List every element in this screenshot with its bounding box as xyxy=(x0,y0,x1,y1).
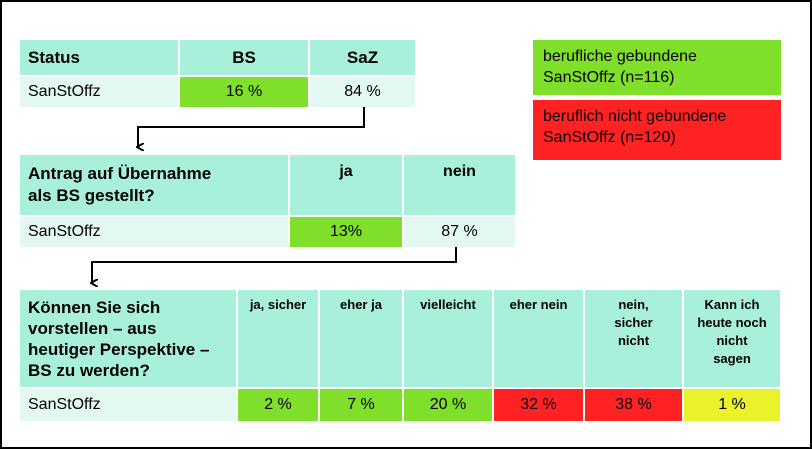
legend-box: berufliche gebundene SanStOffz (n=116) xyxy=(533,40,781,95)
text-line: beruflich nicht gebundene xyxy=(543,108,727,125)
header-cell: Status xyxy=(20,40,178,75)
data-cell: 32 % xyxy=(494,389,583,421)
header-cell: vielleicht xyxy=(404,290,492,387)
text-line: nein, xyxy=(618,297,649,312)
text-line: als BS gestellt? xyxy=(28,186,155,205)
data-cell: 20 % xyxy=(404,389,492,421)
text-line: Status xyxy=(28,47,80,67)
header-cell: Antrag auf Übernahme als BS gestellt? xyxy=(20,155,288,215)
data-cell: SanStOffz xyxy=(20,389,236,421)
text-line: vorstellen – aus xyxy=(28,318,157,338)
text-line: vielleicht xyxy=(420,297,476,312)
header-cell: nein xyxy=(404,155,515,215)
data-cell: 1 % xyxy=(684,389,780,421)
text-line: nein xyxy=(443,163,476,180)
text-line: ja xyxy=(339,163,353,180)
header-cell: Kann ich heute noch nicht sagen xyxy=(684,290,780,387)
arrow xyxy=(138,105,365,147)
header-cell: ja, sicher xyxy=(238,290,318,387)
data-cell: SanStOffz xyxy=(20,217,288,247)
data-cell: 2 % xyxy=(238,389,318,421)
header-cell: nein, sicher nicht xyxy=(585,290,682,387)
header-cell: SaZ xyxy=(310,40,415,75)
legend-box: beruflich nicht gebundene SanStOffz (n=12… xyxy=(533,100,781,160)
text-line: SanStOffz (n=120) xyxy=(543,129,676,146)
text-line: heute noch xyxy=(697,315,767,330)
text-line: eher ja xyxy=(340,297,382,312)
text-line: nicht xyxy=(716,333,748,348)
text-line: SaZ xyxy=(346,47,379,67)
text-line: berufliche gebundene xyxy=(543,48,697,65)
text-line: nicht xyxy=(617,333,650,348)
text-line: Können Sie sich xyxy=(28,297,161,317)
text-line: sicher xyxy=(614,315,653,330)
data-cell: 7 % xyxy=(320,389,402,421)
data-cell: 84 % xyxy=(310,77,415,107)
text-line: sagen xyxy=(713,351,751,366)
data-cell: 13% xyxy=(290,217,402,247)
text-line: heutiger Perspektive – xyxy=(28,339,210,359)
text-line: Antrag auf Übernahme xyxy=(28,164,212,183)
text-line: eher nein xyxy=(509,297,568,312)
header-cell: eher ja xyxy=(320,290,402,387)
text-line: BS zu werden? xyxy=(28,360,150,380)
header-cell: Können Sie sich vorstellen – aus heutiger … xyxy=(20,290,236,387)
data-cell: 38 % xyxy=(585,389,682,421)
data-cell: 16 % xyxy=(180,77,308,107)
text-line: ja, sicher xyxy=(249,297,307,312)
text-line: Kann ich xyxy=(704,297,760,312)
data-cell: SanStOffz xyxy=(20,77,178,107)
text-line: BS xyxy=(232,47,256,67)
header-cell: eher nein xyxy=(494,290,583,387)
header-cell: ja xyxy=(290,155,402,215)
header-cell: BS xyxy=(180,40,308,75)
text-line: SanStOffz (n=116) xyxy=(543,69,675,86)
data-cell: 87 % xyxy=(404,217,515,247)
arrow xyxy=(92,246,457,283)
